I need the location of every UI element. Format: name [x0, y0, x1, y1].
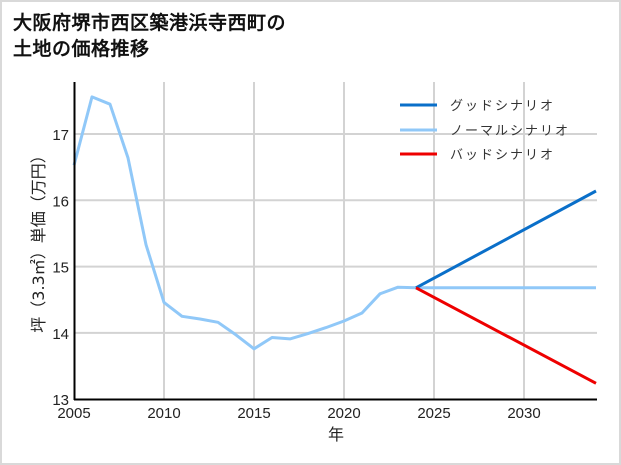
legend-item-normal: ノーマルシナリオ: [400, 124, 570, 139]
y-tick-label: 15: [52, 260, 69, 277]
x-axis-label: 年: [328, 425, 344, 444]
legend-item-good: グッドシナリオ: [400, 99, 555, 114]
x-tick-label: 2005: [57, 405, 90, 422]
legend-label-good: グッドシナリオ: [450, 99, 555, 114]
y-tick-label: 16: [52, 193, 69, 210]
series-line-normal: [72, 95, 596, 351]
y-tick-label: 17: [52, 127, 69, 144]
y-tick-label: 14: [52, 326, 69, 343]
x-tick-label: 2015: [237, 405, 270, 422]
axes: [73, 82, 597, 401]
series-line-bad: [415, 286, 597, 385]
chart-title-line-2: 土地の価格推移: [13, 38, 150, 60]
x-tick-labels: 2005 2010 2015 2020 2025 2030: [57, 405, 540, 422]
x-tick-label: 2025: [417, 405, 450, 422]
legend-label-normal: ノーマルシナリオ: [450, 124, 570, 139]
y-tick-labels: 13 14 15 16 17: [52, 127, 69, 409]
y-tick-label: 13: [52, 392, 69, 409]
chart-title: 大阪府堺市西区築港浜寺西町の 土地の価格推移: [13, 10, 286, 62]
x-tick-label: 2010: [147, 405, 180, 422]
y-axis-label: 坪（3.3㎡）単価（万円）: [29, 147, 48, 332]
x-tick-label: 2020: [327, 405, 360, 422]
legend-label-bad: バッドシナリオ: [450, 148, 555, 163]
chart-title-line-1: 大阪府堺市西区築港浜寺西町の: [13, 12, 287, 34]
series-line-good: [415, 189, 597, 290]
data-series: [72, 95, 597, 385]
legend-item-bad: バッドシナリオ: [400, 148, 555, 163]
legend: グッドシナリオ ノーマルシナリオ バッドシナリオ: [400, 99, 570, 163]
x-tick-label: 2030: [507, 405, 540, 422]
